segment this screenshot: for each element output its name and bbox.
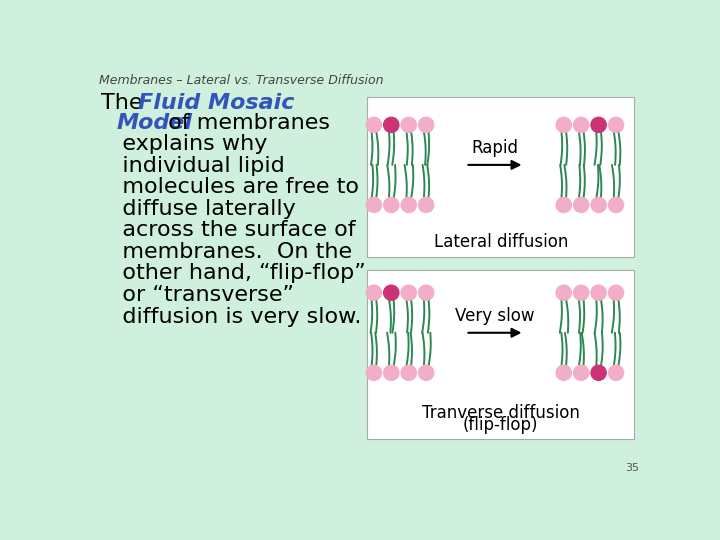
Circle shape: [573, 197, 589, 213]
FancyBboxPatch shape: [367, 97, 634, 257]
Text: (flip-flop): (flip-flop): [463, 416, 539, 434]
Text: membranes.  On the: membranes. On the: [101, 242, 352, 262]
Circle shape: [366, 285, 382, 300]
Circle shape: [401, 197, 416, 213]
Text: Fluid Mosaic: Fluid Mosaic: [138, 92, 294, 112]
Circle shape: [556, 365, 572, 381]
Circle shape: [418, 117, 434, 132]
Circle shape: [608, 365, 624, 381]
Circle shape: [384, 365, 399, 381]
Circle shape: [608, 117, 624, 132]
Text: Membranes – Lateral vs. Transverse Diffusion: Membranes – Lateral vs. Transverse Diffu…: [99, 74, 384, 87]
Text: or “transverse”: or “transverse”: [101, 285, 294, 305]
Text: Tranverse diffusion: Tranverse diffusion: [422, 404, 580, 422]
Circle shape: [366, 197, 382, 213]
Circle shape: [556, 117, 572, 132]
Circle shape: [366, 117, 382, 132]
Circle shape: [608, 197, 624, 213]
Text: across the surface of: across the surface of: [101, 220, 356, 240]
Text: The: The: [101, 92, 157, 112]
Circle shape: [556, 197, 572, 213]
Text: of membranes: of membranes: [161, 112, 330, 132]
Circle shape: [608, 285, 624, 300]
Circle shape: [573, 365, 589, 381]
Circle shape: [401, 117, 416, 132]
Text: Rapid: Rapid: [472, 139, 518, 157]
Circle shape: [384, 197, 399, 213]
Circle shape: [591, 197, 606, 213]
Circle shape: [591, 117, 606, 132]
Text: diffusion is very slow.: diffusion is very slow.: [101, 307, 361, 327]
Text: other hand, “flip-flop”: other hand, “flip-flop”: [101, 264, 366, 284]
Circle shape: [418, 285, 434, 300]
Text: Model: Model: [117, 112, 192, 132]
Circle shape: [591, 365, 606, 381]
FancyBboxPatch shape: [367, 269, 634, 439]
Circle shape: [401, 365, 416, 381]
Circle shape: [384, 117, 399, 132]
Text: explains why: explains why: [101, 134, 267, 154]
Text: Very slow: Very slow: [455, 307, 535, 325]
Circle shape: [556, 285, 572, 300]
Circle shape: [573, 285, 589, 300]
Text: 35: 35: [625, 463, 639, 473]
Circle shape: [366, 365, 382, 381]
Circle shape: [384, 285, 399, 300]
Text: molecules are free to: molecules are free to: [101, 177, 359, 197]
Circle shape: [401, 285, 416, 300]
Circle shape: [591, 285, 606, 300]
Circle shape: [418, 197, 434, 213]
Circle shape: [573, 117, 589, 132]
Text: Lateral diffusion: Lateral diffusion: [433, 233, 568, 251]
Circle shape: [418, 365, 434, 381]
Text: diffuse laterally: diffuse laterally: [101, 199, 296, 219]
Text: individual lipid: individual lipid: [101, 156, 284, 176]
